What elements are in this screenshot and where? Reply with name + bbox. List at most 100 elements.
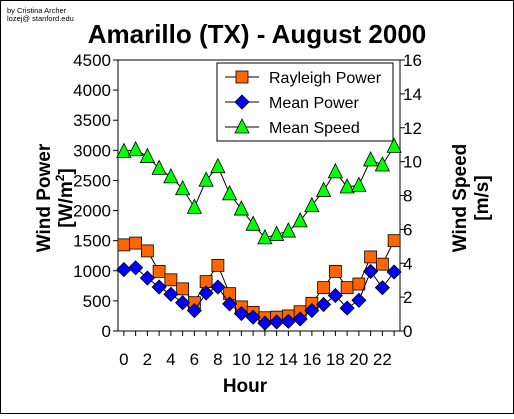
mean-power-point (292, 311, 308, 327)
rayleigh-power-point (152, 264, 166, 278)
mean-speed-point (362, 151, 379, 167)
mean-speed-point (245, 215, 261, 231)
mean-power-point (316, 296, 332, 313)
legend-label-mean-speed: Mean Speed (269, 120, 360, 137)
mean-power-point (374, 280, 390, 296)
legend-label-rayleigh-power: Rayleigh Power (269, 70, 382, 87)
rayleigh-power-point (328, 264, 342, 278)
left-tick-label: 2000 (73, 202, 111, 221)
right-tick-label: 16 (403, 51, 422, 70)
x-tick-label: 14 (279, 350, 298, 369)
left-axis-title-line2: [W/m2] (53, 168, 77, 227)
mean-speed-point (351, 176, 367, 192)
rayleigh-power-point (317, 281, 331, 295)
left-tick-label: 3000 (73, 141, 111, 160)
left-axis-unit-close: ] (56, 168, 77, 174)
mean-speed-point (139, 147, 156, 163)
x-tick-label: 22 (373, 350, 392, 369)
mean-power-point (116, 262, 132, 278)
legend-label-mean-power: Mean Power (269, 95, 359, 112)
legend-marker-mean-power (234, 94, 250, 110)
rayleigh-power-point (340, 281, 354, 295)
right-tick-label: 2 (403, 288, 412, 307)
mean-power-point (210, 279, 226, 295)
mean-speed-point (292, 212, 308, 228)
mean-power-point (363, 263, 379, 279)
x-tick-label: 4 (166, 350, 175, 369)
mean-speed-point (151, 159, 167, 175)
mean-power-point (175, 295, 191, 311)
mean-power-point (339, 300, 355, 316)
credit-email: lozej@ stanford.edu (7, 14, 74, 23)
plot-area: 0500100015002000250030003500400045000246… (73, 51, 422, 369)
mean-speed-point (315, 181, 332, 197)
right-tick-label: 4 (403, 254, 412, 273)
right-axis-title-line1: Wind Speed (450, 144, 471, 253)
mean-power-point (351, 292, 367, 308)
mean-speed-point (268, 225, 285, 241)
rayleigh-power-point (352, 277, 366, 291)
right-axis-title: Wind Speed [m/s] (450, 144, 493, 253)
chart-title: Amarillo (TX) - August 2000 (88, 19, 427, 49)
credit-author: by Cristina Archer (7, 6, 67, 15)
mean-speed-point (174, 179, 191, 196)
left-tick-label: 2500 (73, 171, 111, 190)
mean-speed-point (304, 196, 320, 213)
right-tick-label: 14 (403, 85, 422, 104)
mean-power-point (151, 279, 167, 295)
x-tick-label: 16 (302, 350, 321, 369)
x-tick-label: 10 (232, 350, 251, 369)
right-tick-label: 10 (403, 153, 422, 172)
left-axis-unit-exponent: 2 (53, 174, 67, 181)
left-axis-title: Wind Power [W/m2] (34, 143, 77, 252)
mean-speed-point (339, 178, 355, 194)
left-tick-label: 1500 (73, 232, 111, 251)
right-tick-label: 8 (403, 187, 412, 206)
mean-power-point (327, 287, 343, 304)
legend-marker-mean-speed (234, 118, 250, 134)
right-tick-label: 12 (403, 119, 422, 138)
mean-power-point (222, 296, 238, 312)
x-tick-label: 20 (349, 350, 368, 369)
mean-speed-point (221, 184, 238, 201)
x-tick-label: 18 (326, 350, 345, 369)
mean-speed-point (257, 228, 273, 245)
rayleigh-power-point (364, 250, 378, 264)
rayleigh-power-point (117, 238, 131, 252)
mean-speed-point (198, 171, 214, 187)
mean-power-point (257, 315, 273, 331)
mean-speed-point (280, 222, 297, 238)
mean-speed-point (233, 200, 250, 216)
mean-power-point (233, 305, 249, 322)
mean-power-point (198, 285, 214, 301)
rayleigh-power-point (140, 244, 154, 258)
mean-speed-point (374, 156, 391, 172)
left-axis-title-line1: Wind Power (34, 143, 55, 252)
mean-speed-point (127, 140, 144, 157)
right-tick-label: 0 (403, 322, 412, 341)
x-tick-label: 2 (143, 350, 152, 369)
mean-power-point (139, 270, 155, 286)
mean-power-point (186, 302, 202, 319)
left-tick-label: 4000 (73, 81, 111, 100)
x-tick-label: 6 (190, 350, 199, 369)
left-tick-label: 500 (83, 292, 111, 311)
mean-speed-point (116, 142, 132, 158)
x-axis-title: Hour (223, 376, 268, 397)
left-tick-label: 4500 (73, 51, 111, 70)
mean-speed-point (210, 157, 226, 174)
mean-power-point (304, 302, 320, 319)
mean-power-point (269, 314, 285, 330)
rayleigh-power-point (129, 236, 143, 250)
x-tick-label: 12 (255, 350, 274, 369)
mean-speed-point (327, 162, 344, 179)
x-tick-label: 8 (213, 350, 222, 369)
left-tick-label: 0 (102, 322, 111, 341)
mean-speed-point (163, 167, 179, 184)
mean-power-point (386, 264, 402, 280)
mean-speed-point (186, 198, 203, 214)
left-axis-unit: [W/m (56, 181, 77, 227)
mean-power-point (128, 260, 144, 276)
